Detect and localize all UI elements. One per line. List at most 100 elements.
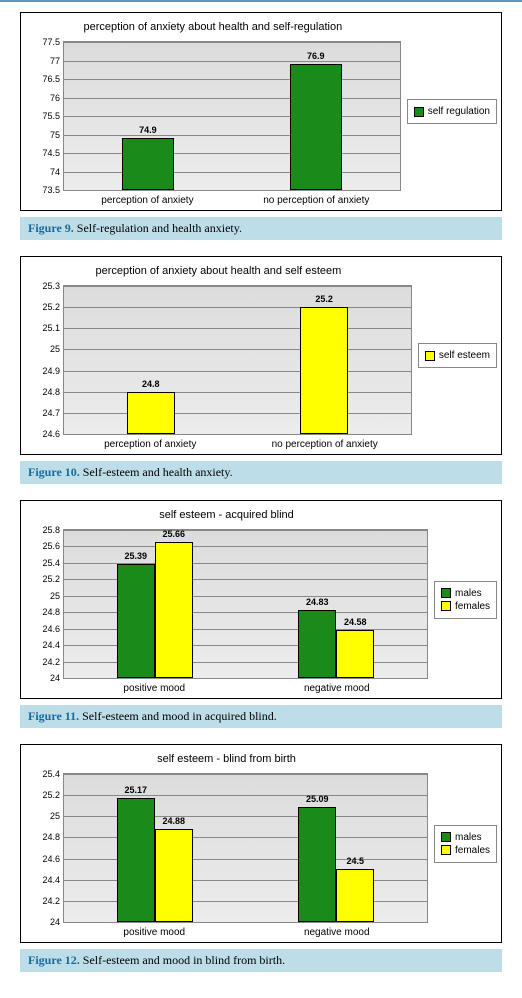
bar: 76.9	[290, 64, 342, 190]
y-tick-label: 25.3	[26, 281, 60, 291]
bar-group: 25.39 25.66	[64, 530, 246, 678]
bar: 25.66	[155, 542, 193, 678]
bar-value-label: 74.9	[139, 125, 157, 135]
legend-label: females	[455, 601, 490, 612]
y-tick-label: 74	[26, 167, 60, 177]
y-tick-label: 24.4	[26, 640, 60, 650]
figure-caption: Figure 11. Self-esteem and mood in acqui…	[20, 705, 502, 728]
y-tick-label: 24	[26, 673, 60, 683]
y-tick-label: 25	[26, 344, 60, 354]
x-category-label: no perception of anxiety	[237, 439, 411, 450]
figure-fig9: perception of anxiety about health and s…	[20, 12, 502, 240]
chart-box: perception of anxiety about health and s…	[20, 256, 502, 455]
y-tick-label: 24.9	[26, 366, 60, 376]
chart-title: perception of anxiety about health and s…	[25, 17, 401, 41]
caption-number: Figure 9.	[28, 221, 74, 235]
legend-label: males	[455, 832, 482, 843]
bar-value-label: 24.58	[344, 617, 367, 627]
x-category-label: perception of anxiety	[63, 439, 237, 450]
figure-caption: Figure 12. Self-esteem and mood in blind…	[20, 949, 502, 972]
y-tick-label: 76	[26, 93, 60, 103]
bar-value-label: 25.17	[124, 785, 147, 795]
legend-swatch	[441, 601, 451, 611]
bar-value-label: 25.2	[315, 294, 333, 304]
bar-value-label: 24.88	[162, 816, 185, 826]
legend-item: males	[441, 832, 490, 843]
bar-value-label: 25.39	[124, 551, 147, 561]
figure-fig10: perception of anxiety about health and s…	[20, 256, 502, 484]
figure-fig11: self esteem - acquired blind2424.224.424…	[20, 500, 502, 728]
chart-title: self esteem - blind from birth	[25, 749, 428, 773]
plot-area: 73.57474.57575.57676.57777.574.976.9perc…	[63, 41, 401, 206]
plot-area: 2424.224.424.624.82525.225.425.1724.8825…	[63, 773, 428, 938]
y-tick-label: 25.2	[26, 790, 60, 800]
bar-value-label: 24.8	[142, 379, 160, 389]
legend-swatch	[441, 588, 451, 598]
caption-number: Figure 10.	[28, 465, 80, 479]
bar-value-label: 24.83	[306, 597, 329, 607]
chart-box: self esteem - blind from birth 24 24.2 24.4…	[20, 744, 502, 943]
bar-value-label: 25.66	[162, 529, 185, 539]
legend-item: males	[441, 588, 490, 599]
legend-label: females	[455, 845, 490, 856]
y-tick-label: 24	[26, 917, 60, 927]
y-tick-label: 24.7	[26, 408, 60, 418]
y-tick-label: 24.6	[26, 854, 60, 864]
y-tick-label: 24.4	[26, 875, 60, 885]
bar-group: 25.2	[237, 286, 410, 434]
y-tick-label: 75.5	[26, 111, 60, 121]
plot-area: 2424.224.424.624.82525.225.425.625.825.3…	[63, 529, 428, 694]
chart-title: self esteem - acquired blind	[25, 505, 428, 529]
bar-group: 25.0924.5	[246, 774, 428, 922]
y-tick-label: 25.6	[26, 541, 60, 551]
x-category-label: perception of anxiety	[63, 195, 232, 206]
y-tick-label: 76.5	[26, 74, 60, 84]
chart-title: perception of anxiety about health and s…	[25, 261, 412, 285]
bar-group: 76.9	[232, 42, 400, 190]
bar-value-label: 24.5	[346, 856, 364, 866]
bar: 24.5	[336, 869, 374, 922]
bar: 74.9	[122, 138, 174, 190]
x-category-label: no perception of anxiety	[232, 195, 401, 206]
bar: 25.09	[298, 807, 336, 922]
x-category-label: negative mood	[246, 927, 429, 938]
bar-group: 24.83 24.58	[246, 530, 428, 678]
y-tick-label: 25.8	[26, 525, 60, 535]
y-tick-label: 25.1	[26, 323, 60, 333]
y-tick-label: 77.5	[26, 37, 60, 47]
chart-box: self esteem - acquired blind2424.224.424…	[20, 500, 502, 699]
y-tick-label: 24.2	[26, 896, 60, 906]
x-category-label: positive mood	[63, 683, 246, 694]
legend: self esteem	[418, 343, 497, 368]
y-tick-label: 25.4	[26, 558, 60, 568]
legend-swatch	[441, 845, 451, 855]
legend-label: self regulation	[428, 106, 490, 117]
legend: males females	[434, 825, 497, 863]
caption-text: Self-esteem and health anxiety.	[80, 465, 233, 479]
y-tick-label: 24.8	[26, 607, 60, 617]
y-tick-label: 25.2	[26, 574, 60, 584]
y-tick-label: 25	[26, 811, 60, 821]
bar-group: 25.17 24.88	[64, 774, 246, 922]
y-tick-label: 25.4	[26, 769, 60, 779]
y-tick-label: 24.6	[26, 429, 60, 439]
y-tick-label: 24.6	[26, 624, 60, 634]
bar-value-label: 25.09	[306, 794, 329, 804]
y-tick-label: 25.2	[26, 302, 60, 312]
bar: 24.83	[298, 610, 336, 678]
bar: 24.88	[155, 829, 193, 922]
figure-caption: Figure 9. Self-regulation and health anx…	[20, 217, 502, 240]
chart-box: perception of anxiety about health and s…	[20, 12, 502, 211]
caption-number: Figure 12.	[28, 953, 80, 967]
y-tick-label: 77	[26, 56, 60, 66]
legend-item: self regulation	[414, 106, 490, 117]
x-category-label: negative mood	[246, 683, 429, 694]
caption-number: Figure 11.	[28, 709, 79, 723]
bar-value-label: 76.9	[307, 51, 325, 61]
legend-swatch	[441, 832, 451, 842]
legend: males females	[434, 581, 497, 619]
legend: self regulation	[407, 99, 497, 124]
bar: 24.8	[127, 392, 175, 434]
x-category-label: positive mood	[63, 927, 246, 938]
caption-text: Self-esteem and mood in blind from birth…	[80, 953, 285, 967]
